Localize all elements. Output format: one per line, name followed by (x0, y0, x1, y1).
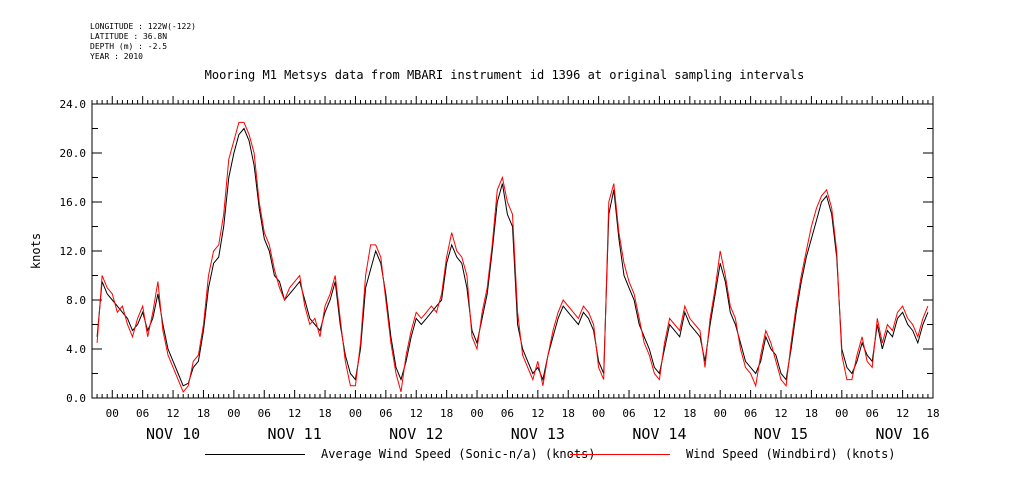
x-day-label: NOV 16 (876, 425, 930, 443)
legend-label-average: Average Wind Speed (Sonic-n/a) (knots) (321, 447, 596, 461)
y-tick-label: 20.0 (60, 147, 87, 160)
x-hour-label: 12 (774, 407, 787, 420)
plot-frame (91, 103, 934, 399)
x-hour-label: 06 (258, 407, 271, 420)
legend-label-windbird: Wind Speed (Windbird) (knots) (686, 447, 896, 461)
x-hour-label: 12 (531, 407, 544, 420)
x-day-label: NOV 11 (268, 425, 322, 443)
y-tick-label: 8.0 (66, 294, 86, 307)
x-hour-label: 00 (227, 407, 240, 420)
x-hour-label: 06 (622, 407, 635, 420)
y-tick-label: 4.0 (66, 343, 86, 356)
x-hour-label: 00 (470, 407, 483, 420)
y-tick-label: 24.0 (60, 98, 87, 111)
latitude-text: LATITUDE : 36.8N (90, 32, 168, 41)
x-hour-label: 00 (714, 407, 727, 420)
x-hour-label: 06 (866, 407, 879, 420)
x-day-label: NOV 13 (511, 425, 565, 443)
x-hour-label: 12 (288, 407, 301, 420)
x-hour-label: 18 (440, 407, 453, 420)
x-hour-label: 18 (683, 407, 696, 420)
x-hour-label: 06 (744, 407, 757, 420)
longitude-text: LONGITUDE : 122W(-122) (90, 22, 196, 31)
legend: Average Wind Speed (Sonic-n/a) (knots) W… (0, 447, 1009, 463)
x-hour-label: 12 (896, 407, 909, 420)
x-hour-label: 00 (835, 407, 848, 420)
x-hour-label: 06 (379, 407, 392, 420)
x-day-label: NOV 12 (389, 425, 443, 443)
year-text: YEAR : 2010 (90, 52, 143, 61)
x-hour-label: 06 (501, 407, 514, 420)
x-hour-label: 18 (926, 407, 939, 420)
series-line-average (96, 127, 929, 387)
y-tick-label: 0.0 (66, 392, 86, 405)
legend-swatch-windbird (570, 453, 670, 455)
x-hour-label: 18 (562, 407, 575, 420)
x-hour-label: 18 (805, 407, 818, 420)
x-day-label: NOV 10 (146, 425, 200, 443)
x-hour-label: 18 (318, 407, 331, 420)
depth-text: DEPTH (m) : -2.5 (90, 42, 168, 51)
x-hour-label: 00 (592, 407, 605, 420)
x-hour-label: 12 (653, 407, 666, 420)
legend-swatch-average (205, 453, 305, 455)
chart-title: Mooring M1 Metsys data from MBARI instru… (204, 68, 805, 82)
legend-item-windbird: Wind Speed (Windbird) (knots) (570, 447, 896, 461)
y-axis-label: knots (29, 233, 43, 269)
y-tick-label: 12.0 (60, 245, 87, 258)
x-hour-label: 18 (197, 407, 210, 420)
x-hour-label: 12 (410, 407, 423, 420)
x-day-label: NOV 14 (632, 425, 686, 443)
x-hour-label: 12 (166, 407, 179, 420)
y-tick-label: 16.0 (60, 196, 87, 209)
metadata-block: LONGITUDE : 122W(-122) LATITUDE : 36.8N … (90, 22, 196, 62)
x-hour-label: 06 (136, 407, 149, 420)
x-day-label: NOV 15 (754, 425, 808, 443)
series-line-windbird (96, 121, 929, 393)
x-hour-label: 00 (106, 407, 119, 420)
legend-item-average: Average Wind Speed (Sonic-n/a) (knots) (205, 447, 596, 461)
x-hour-label: 00 (349, 407, 362, 420)
